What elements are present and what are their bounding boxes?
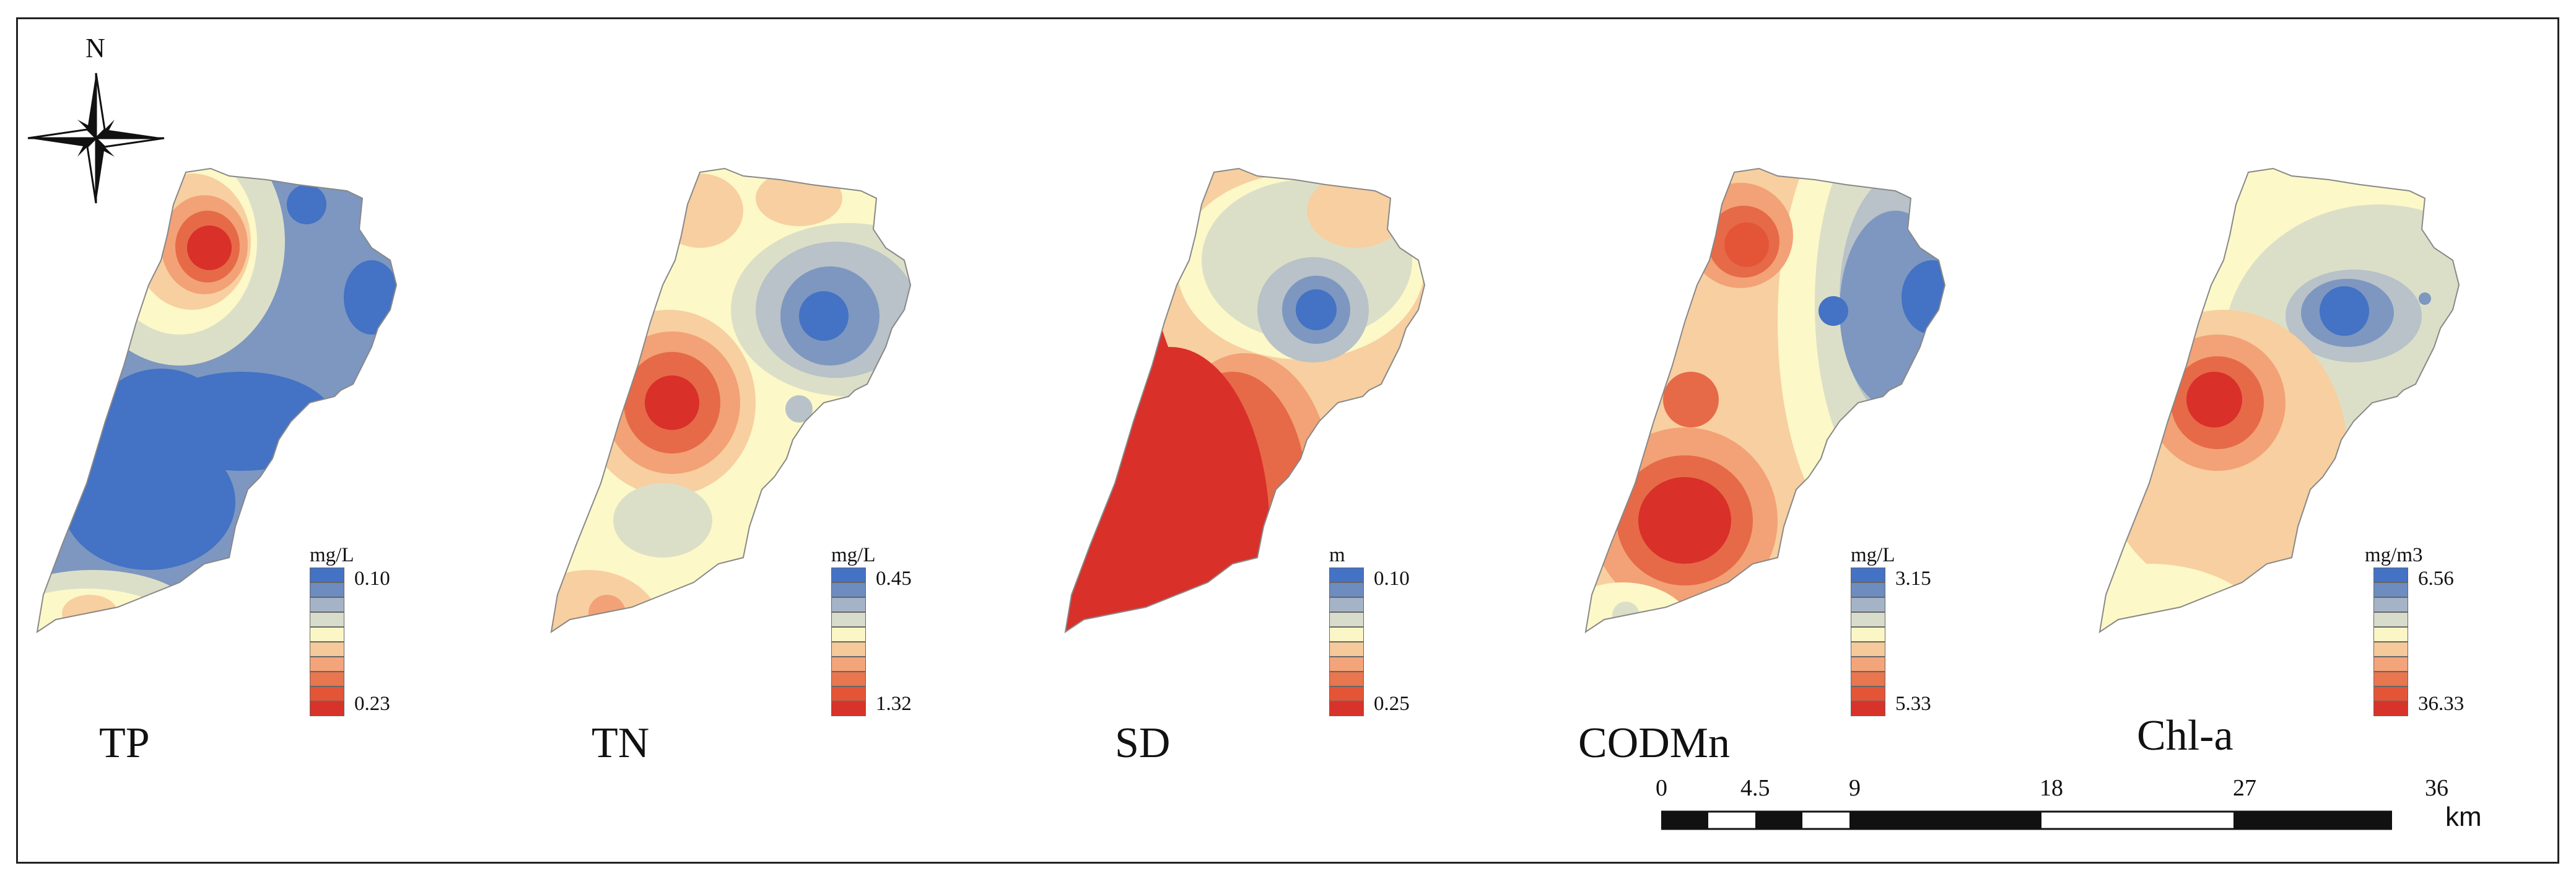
legend-swatch	[1329, 657, 1364, 672]
legend-swatch	[2373, 582, 2408, 597]
legend-swatch	[2373, 686, 2408, 701]
legend-swatch	[1329, 642, 1364, 657]
legend-swatch	[1329, 686, 1364, 701]
chla-title: Chl-a	[2137, 712, 2233, 760]
legend-swatch	[1329, 582, 1364, 597]
legend-swatch	[1851, 627, 1885, 642]
legend-swatch	[831, 582, 866, 597]
legend-swatch	[310, 701, 344, 716]
scale-tick-label: 0	[1656, 775, 1667, 801]
tn-bottom-value: 1.32	[876, 693, 912, 715]
tp-map	[36, 167, 398, 634]
legend-swatch	[1851, 672, 1885, 686]
legend-swatch	[1329, 701, 1364, 716]
legend-swatch	[2373, 701, 2408, 716]
legend-swatch	[1329, 568, 1364, 582]
legend-swatch	[2373, 597, 2408, 612]
legend-swatch	[1851, 642, 1885, 657]
codmn-top-value: 3.15	[1895, 568, 1931, 590]
legend-swatch	[1851, 701, 1885, 716]
scale-tick-label: 27	[2233, 775, 2256, 801]
scale-tick-label: 18	[2040, 775, 2063, 801]
tp-title: TP	[99, 719, 150, 767]
legend-swatch	[1329, 612, 1364, 627]
north-arrow-compass-icon	[27, 72, 165, 204]
legend-swatch	[831, 701, 866, 716]
legend-swatch	[310, 612, 344, 627]
legend-swatch	[310, 597, 344, 612]
scale-bar-segments	[1661, 810, 2392, 830]
legend-swatch	[831, 597, 866, 612]
chla-legend	[2373, 568, 2408, 716]
scale-unit: km	[2445, 802, 2482, 832]
tn-title: TN	[592, 719, 650, 767]
scale-tick-label: 4.5	[1740, 775, 1770, 801]
tp-unit: mg/L	[310, 544, 354, 566]
tn-unit: mg/L	[831, 544, 876, 566]
tp-top-value: 0.10	[354, 568, 390, 590]
chla-top-value: 6.56	[2418, 568, 2454, 590]
legend-swatch	[2373, 627, 2408, 642]
chla-map	[2098, 167, 2460, 634]
sd-unit: m	[1329, 544, 1345, 566]
legend-swatch	[310, 642, 344, 657]
codmn-title: CODMn	[1578, 719, 1731, 767]
legend-swatch	[310, 686, 344, 701]
legend-swatch	[2373, 672, 2408, 686]
legend-swatch	[1851, 568, 1885, 582]
codmn-legend	[1851, 568, 1885, 716]
sd-bottom-value: 0.25	[1374, 693, 1410, 715]
legend-swatch	[831, 686, 866, 701]
legend-swatch	[1329, 672, 1364, 686]
legend-swatch	[1851, 597, 1885, 612]
legend-swatch	[2373, 642, 2408, 657]
legend-swatch	[310, 657, 344, 672]
legend-swatch	[831, 612, 866, 627]
codmn-unit: mg/L	[1851, 544, 1895, 566]
figure-frame	[16, 17, 2559, 864]
north-label: N	[85, 33, 105, 63]
legend-swatch	[310, 582, 344, 597]
legend-swatch	[2373, 657, 2408, 672]
legend-swatch	[831, 657, 866, 672]
legend-swatch	[310, 568, 344, 582]
chla-bottom-value: 36.33	[2418, 693, 2465, 715]
legend-swatch	[1329, 597, 1364, 612]
sd-legend	[1329, 568, 1364, 716]
tn-legend	[831, 568, 866, 716]
sd-title: SD	[1115, 719, 1171, 767]
tp-bottom-value: 0.23	[354, 693, 390, 715]
legend-swatch	[831, 568, 866, 582]
legend-swatch	[1851, 612, 1885, 627]
legend-swatch	[1329, 627, 1364, 642]
legend-swatch	[831, 642, 866, 657]
codmn-bottom-value: 5.33	[1895, 693, 1931, 715]
legend-swatch	[831, 672, 866, 686]
legend-swatch	[1851, 582, 1885, 597]
chla-unit: mg/m3	[2365, 544, 2423, 566]
legend-swatch	[831, 627, 866, 642]
sd-map	[1064, 167, 1426, 634]
legend-swatch	[1851, 686, 1885, 701]
scale-tick-label: 9	[1849, 775, 1861, 801]
legend-swatch	[310, 627, 344, 642]
legend-swatch	[1851, 657, 1885, 672]
scale-tick-label: 36	[2425, 775, 2448, 801]
legend-swatch	[310, 672, 344, 686]
tn-top-value: 0.45	[876, 568, 912, 590]
tp-legend	[310, 568, 344, 716]
tn-map	[550, 167, 912, 634]
legend-swatch	[2373, 612, 2408, 627]
sd-top-value: 0.10	[1374, 568, 1410, 590]
legend-swatch	[2373, 568, 2408, 582]
codmn-map	[1584, 167, 1946, 634]
